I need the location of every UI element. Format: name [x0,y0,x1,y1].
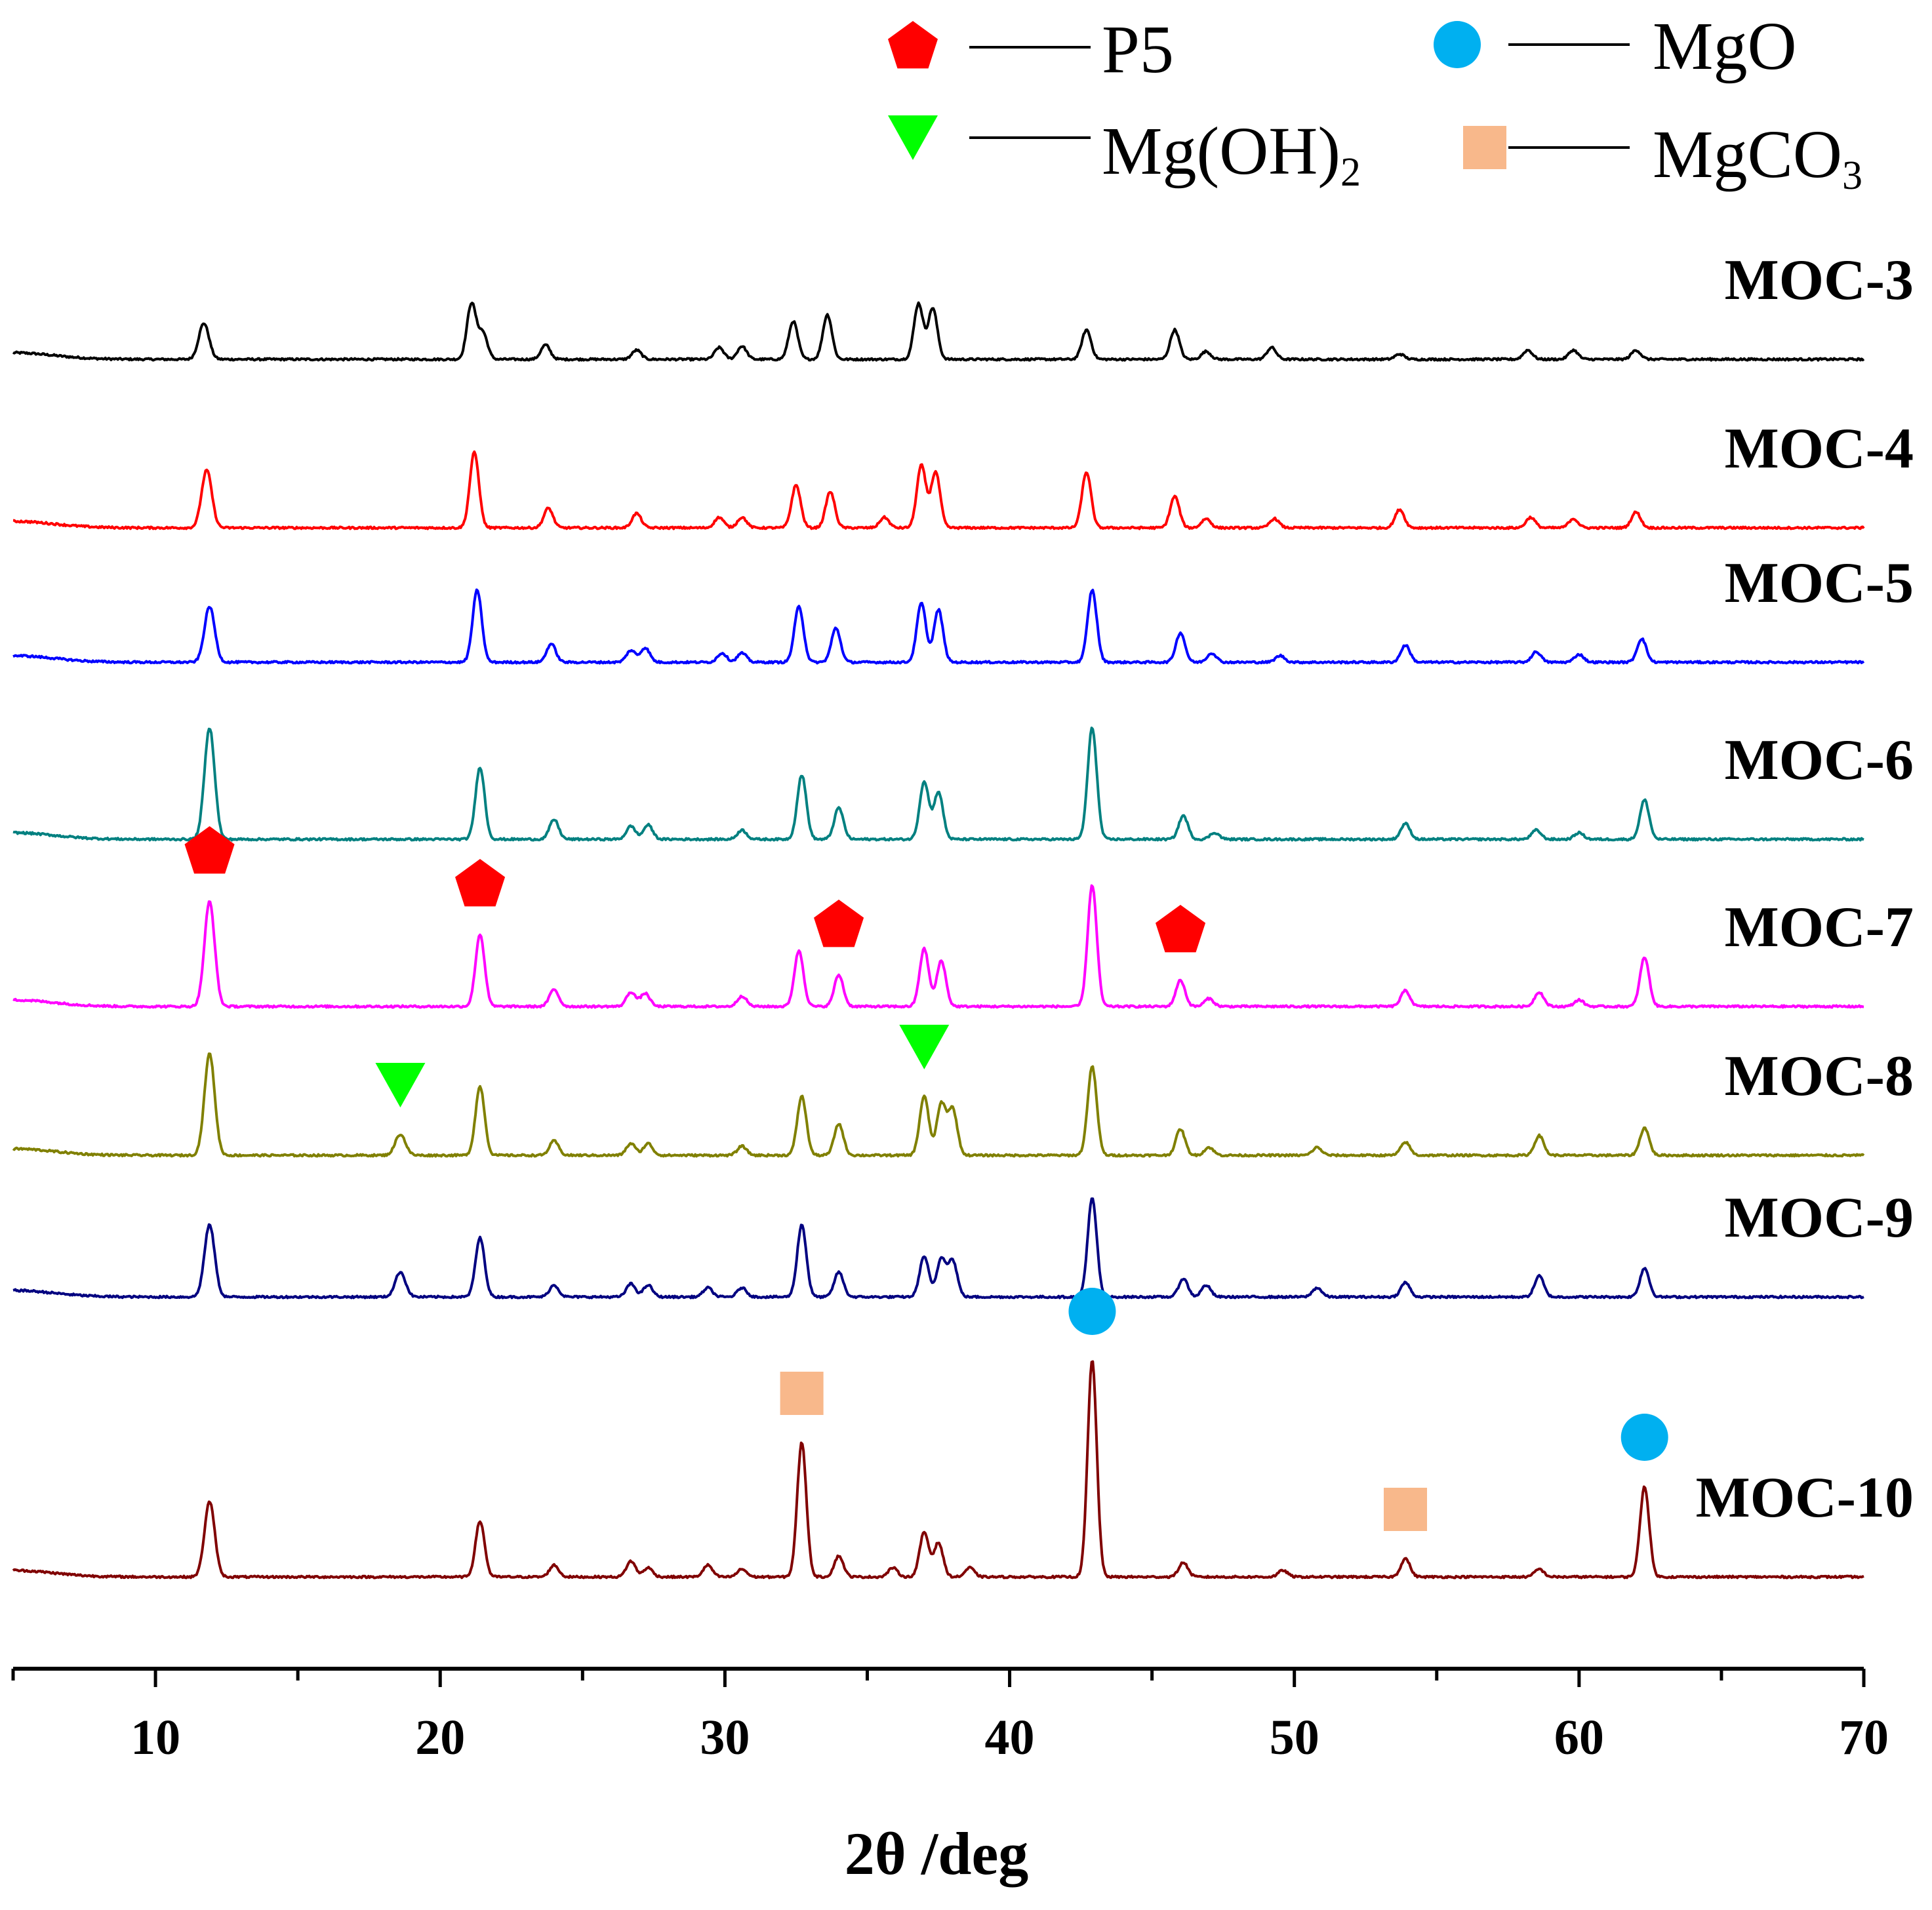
legend-label: MgCO3 [1653,117,1862,198]
legend-label-subscript: 2 [1340,150,1361,195]
phase-marker-square-9 [1384,1488,1428,1531]
series-label-moc-5: MOC-5 [1725,551,1914,615]
series-line-moc-10 [12,1360,1864,1580]
x-tick-label-10: 10 [131,1710,180,1765]
phase-marker-pentagon-0 [184,826,235,874]
diffraction-curves [12,301,1865,1580]
legend-label: Mg(OH)2 [1102,113,1361,195]
legend-item-3: MgCO3 [1463,117,1862,198]
series-label-moc-3: MOC-3 [1725,249,1914,312]
legend-marker-pentagon [888,21,938,69]
phase-marker-circle-7 [1620,1414,1668,1461]
phase-marker-pentagon-1 [455,859,506,907]
series-line-moc-4 [12,450,1865,530]
legend-marker-circle [1434,21,1481,68]
x-tick-label-30: 30 [700,1710,750,1765]
phase-marker-square-8 [780,1372,824,1415]
legend-marker-triangle-down [888,115,938,160]
series-line-moc-8 [12,1052,1865,1158]
phase-marker-circle-6 [1068,1288,1116,1335]
legend: P5 MgO Mg(OH)2 MgCO3 [888,9,1862,198]
series-label-moc-8: MOC-8 [1725,1045,1914,1108]
phase-marker-pentagon-3 [1156,905,1206,953]
series-labels: MOC-3 MOC-4 MOC-5 MOC-6 MOC-7 MOC-8 MOC-9 MOC-1… [1696,249,1914,1530]
legend-label: P5 [1102,12,1174,87]
series-line-moc-6 [12,726,1864,842]
x-tick-label-70: 70 [1839,1710,1889,1765]
x-tick-label-50: 50 [1270,1710,1319,1765]
phase-markers [184,826,1668,1531]
legend-label: MgO [1653,9,1797,84]
legend-item-1: MgO [1434,9,1797,84]
series-line-moc-7 [12,884,1864,1009]
series-line-moc-9 [12,1197,1864,1300]
legend-label-subscript: 3 [1842,153,1862,198]
phase-marker-triangle-down-5 [899,1024,950,1069]
x-tick-label-60: 60 [1554,1710,1604,1765]
series-label-moc-9: MOC-9 [1725,1186,1914,1250]
series-label-moc-6: MOC-6 [1725,728,1914,792]
phase-marker-triangle-down-4 [375,1063,426,1107]
series-line-moc-3 [12,301,1865,362]
phase-marker-pentagon-2 [814,900,864,947]
series-label-moc-7: MOC-7 [1725,896,1914,959]
legend-item-2: Mg(OH)2 [888,113,1361,195]
series-line-moc-5 [12,588,1865,665]
legend-marker-square [1463,126,1506,169]
x-axis-title: 2θ /deg [845,1820,1029,1887]
x-tick-label-40: 40 [985,1710,1035,1765]
series-label-moc-4: MOC-4 [1725,417,1914,481]
x-tick-label-20: 20 [415,1710,465,1765]
x-axis: 10 20 30 40 50 60 70 [11,1667,1889,1765]
legend-item-0: P5 [888,12,1174,87]
series-label-moc-10: MOC-10 [1696,1466,1914,1530]
